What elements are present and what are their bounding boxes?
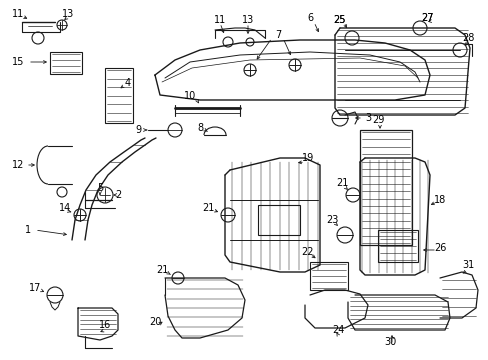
Text: 6: 6 <box>306 13 312 23</box>
Text: 21: 21 <box>156 265 168 275</box>
Text: 25: 25 <box>333 15 346 25</box>
Text: 14: 14 <box>59 203 71 213</box>
Text: 30: 30 <box>383 337 395 347</box>
Bar <box>359 130 411 245</box>
Text: 9: 9 <box>135 125 141 135</box>
Text: 29: 29 <box>371 115 384 125</box>
Text: 2: 2 <box>115 190 121 200</box>
Text: 27: 27 <box>421 13 433 23</box>
Text: 21: 21 <box>335 178 347 188</box>
Text: 3: 3 <box>364 113 370 123</box>
Text: 11: 11 <box>12 9 24 19</box>
Text: 17: 17 <box>29 283 41 293</box>
Bar <box>309 262 347 290</box>
Text: 18: 18 <box>433 195 445 205</box>
Text: 31: 31 <box>461 260 473 270</box>
Text: 23: 23 <box>325 215 338 225</box>
Text: 13: 13 <box>62 9 74 19</box>
Text: 10: 10 <box>183 91 196 101</box>
Text: 7: 7 <box>274 30 281 40</box>
Bar <box>50 52 82 74</box>
Text: 25: 25 <box>333 15 346 25</box>
Text: 27: 27 <box>421 13 433 23</box>
Text: 8: 8 <box>197 123 203 133</box>
Text: 24: 24 <box>331 325 344 335</box>
Bar <box>105 68 133 123</box>
Text: 16: 16 <box>99 320 111 330</box>
Text: 5: 5 <box>97 183 103 193</box>
Text: 1: 1 <box>25 225 31 235</box>
Text: 11: 11 <box>213 15 225 25</box>
Bar <box>258 205 299 235</box>
Text: 26: 26 <box>433 243 445 253</box>
Text: 28: 28 <box>461 33 473 43</box>
Text: 12: 12 <box>12 160 24 170</box>
Text: 22: 22 <box>301 247 314 257</box>
Text: 21: 21 <box>202 203 214 213</box>
Text: 15: 15 <box>12 57 24 67</box>
Text: 19: 19 <box>301 153 313 163</box>
Text: 4: 4 <box>124 78 131 88</box>
Bar <box>377 230 417 262</box>
Text: 13: 13 <box>242 15 254 25</box>
Text: 20: 20 <box>148 317 161 327</box>
